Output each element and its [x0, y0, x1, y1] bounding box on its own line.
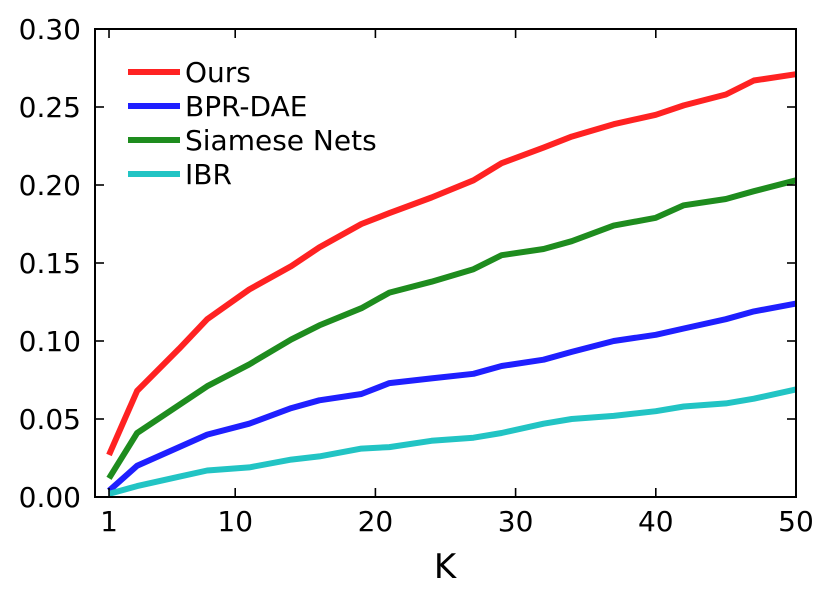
series-line-ibr	[108, 386, 797, 497]
x-tick-label: 1	[100, 505, 118, 538]
y-tick-label: 0.15	[19, 247, 81, 280]
x-tick-label: 50	[778, 505, 814, 538]
legend-label: Siamese Nets	[185, 124, 377, 157]
y-tick-label: 0.05	[19, 403, 81, 436]
y-tick-label: 0.30	[19, 13, 81, 46]
series-lines	[106, 71, 797, 497]
axes: 0.00 0.05 0.10 0.15 0.20 0.25 0.30 1 10 20 30 40 50	[19, 13, 814, 538]
x-tick-label: 30	[498, 505, 534, 538]
series-line-siamese-nets	[106, 177, 797, 480]
series-line-bpr-dae	[107, 300, 797, 494]
legend-label: IBR	[185, 158, 232, 191]
x-tick-label: 40	[638, 505, 674, 538]
x-tick-label: 10	[217, 505, 253, 538]
y-tick-label: 0.00	[19, 481, 81, 514]
legend-label: BPR-DAE	[185, 90, 307, 123]
x-axis-label: K	[434, 547, 458, 587]
y-tick-label: 0.25	[19, 91, 81, 124]
series-line-ours	[106, 71, 797, 457]
y-tick-label: 0.10	[19, 325, 81, 358]
y-tick-label: 0.20	[19, 169, 81, 202]
legend-label: Ours	[185, 56, 251, 89]
x-tick-label: 20	[358, 505, 394, 538]
